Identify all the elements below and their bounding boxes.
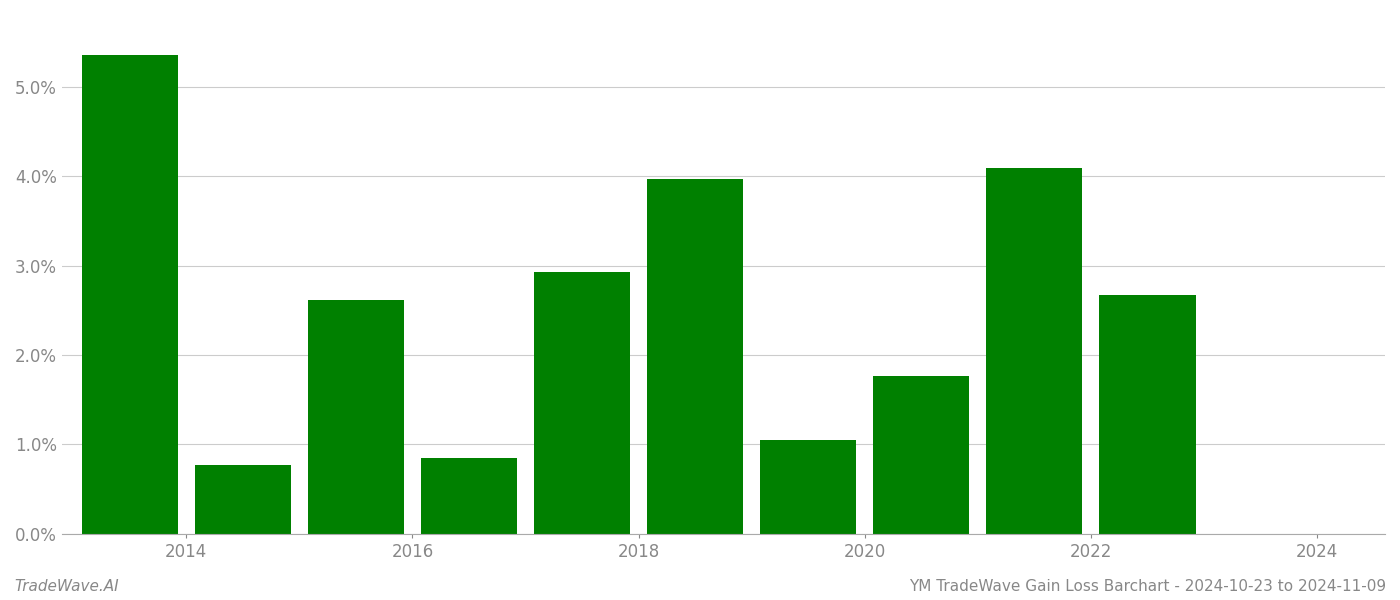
Bar <box>874 376 969 534</box>
Text: YM TradeWave Gain Loss Barchart - 2024-10-23 to 2024-11-09: YM TradeWave Gain Loss Barchart - 2024-1… <box>909 579 1386 594</box>
Bar <box>1099 295 1196 534</box>
Bar <box>308 299 405 534</box>
Bar <box>760 440 857 534</box>
Bar <box>421 458 517 534</box>
Bar <box>987 168 1082 534</box>
Bar <box>81 55 178 534</box>
Bar <box>533 272 630 534</box>
Bar <box>195 465 291 534</box>
Bar <box>647 179 743 534</box>
Text: TradeWave.AI: TradeWave.AI <box>14 579 119 594</box>
